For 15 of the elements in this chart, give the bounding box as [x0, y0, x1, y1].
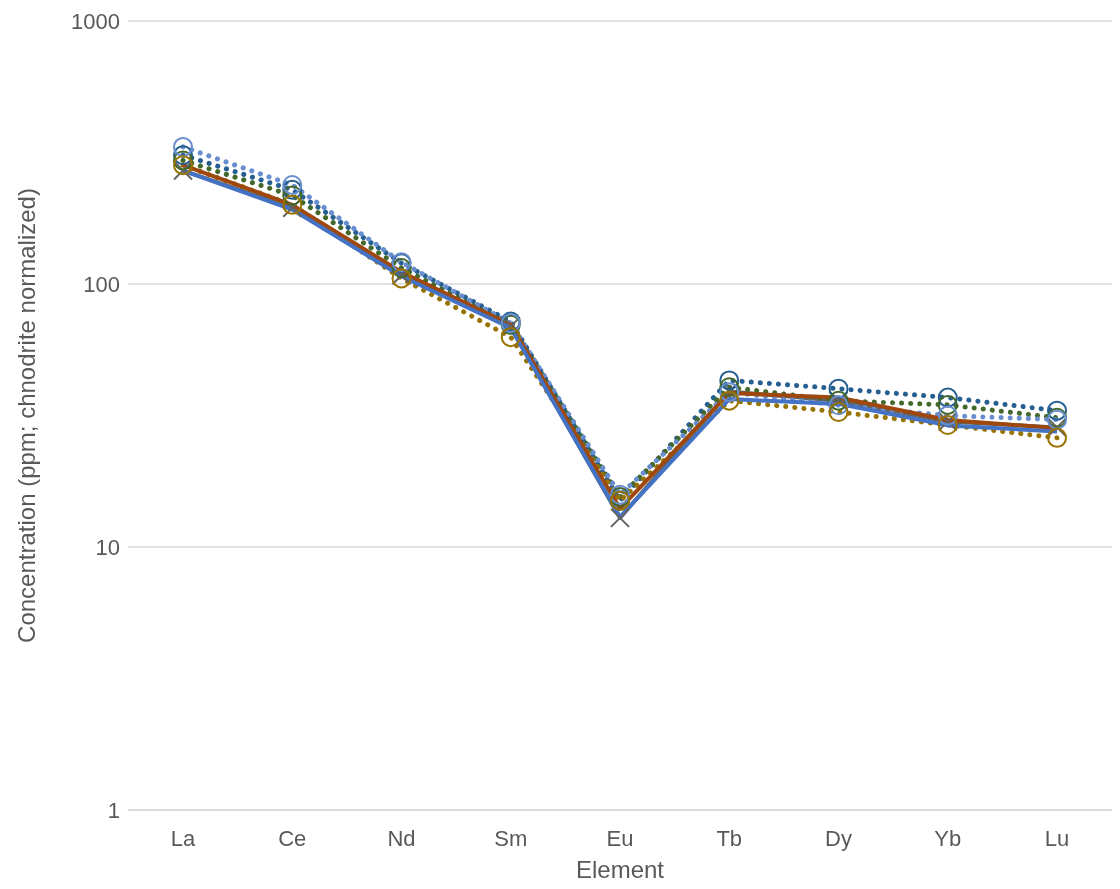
x-tick-label: Tb [716, 825, 743, 851]
x-tick-label: Ce [278, 825, 307, 851]
y-tick-label: 10 [95, 534, 120, 560]
x-tick-label: Dy [825, 825, 852, 851]
x-tick-label: La [170, 825, 196, 851]
y-tick-label: 1 [107, 797, 120, 823]
y-axis-title: Concentration (ppm; chnodrite normalized) [12, 188, 40, 643]
x-tick-label: Yb [934, 825, 962, 851]
x-tick-label: Nd [387, 825, 416, 851]
x-tick-label: Lu [1044, 825, 1070, 851]
y-tick-label: 1000 [71, 8, 120, 34]
y-tick-label: 100 [83, 271, 120, 297]
x-tick-label: Eu [606, 825, 634, 851]
x-axis-title: Element [575, 856, 665, 883]
x-tick-label: Sm [494, 825, 528, 851]
